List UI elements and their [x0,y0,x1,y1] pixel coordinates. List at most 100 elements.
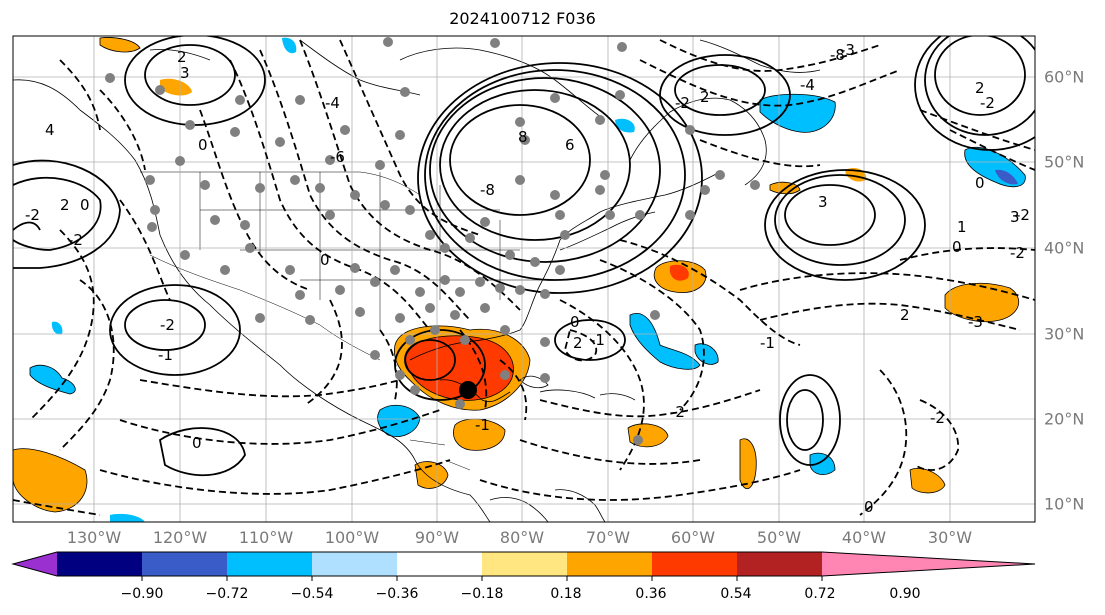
lon-label: 120°W [152,528,208,547]
shade-warm-top2 [160,78,192,96]
contour-label: 0 [975,174,985,192]
contour-label: -8 [480,181,495,199]
colorbar-label: −0.54 [290,586,334,602]
colorbar-cell [567,552,652,576]
colorbar-label: 0.90 [889,586,921,602]
colorbar-cell [737,552,822,576]
contour-label: -1 [158,346,173,364]
lat-label: 30°N [1044,324,1085,344]
shade-warm-mid [739,438,757,490]
lon-label: 60°W [670,528,716,547]
lat-label: 40°N [1044,238,1085,258]
colorbar-extend-low [13,552,57,576]
colorbar-label: 0.72 [804,586,836,602]
contour-label: 0 [192,434,202,452]
colorbar-cell [142,552,227,576]
colorbar-cell [227,552,312,576]
shade-cold-mid [809,452,836,475]
colorbar-label: −0.72 [205,586,249,602]
colorbar-cell [57,552,142,576]
shade-warm-top [99,37,141,53]
contour-label: -8 [830,46,845,64]
contour-label: -2 [930,409,945,427]
colorbar-cell [312,552,397,576]
lon-label: 100°W [324,528,380,547]
lat-label: 10°N [1044,494,1085,514]
contour-label: 8 [518,128,528,146]
contour-label: -2 [160,316,175,334]
contour-label: 0 [198,136,208,154]
shade-warm-sw [13,448,88,513]
contour-label: 0 [864,498,874,516]
contour-label: 2 [900,306,910,324]
colorbar-label: 0.54 [720,586,752,602]
lon-label: 70°W [585,528,631,547]
contour-label: 0 [570,313,580,331]
colorbar-label: 0.36 [635,586,667,602]
colorbar-label: −0.18 [460,586,504,602]
contour-label: -2 [25,206,40,224]
contour-label: -1 [475,416,490,434]
colorbar-cell [482,552,567,576]
contour-label: -1 [590,331,605,349]
colorbar-label: −0.36 [375,586,419,602]
colorbar-cell [397,552,482,576]
colorbar-ticks [141,576,823,581]
contour-label: 2 [60,196,70,214]
contour-label: 3 [818,193,828,211]
contour-label: -2 [1015,206,1030,224]
contour-label: 2 [177,48,187,66]
lat-label: 20°N [1044,409,1085,429]
contour-label: -4 [325,94,340,112]
contour-label: -2 [980,94,995,112]
shade-hot-atl [669,264,689,281]
contour-label: 4 [45,121,55,139]
shade-cold-top [282,37,297,54]
contour-label: 2 [975,79,985,97]
lon-label: 80°W [499,528,545,547]
contour-label: 0 [952,238,962,256]
lon-label: 90°W [414,528,460,547]
contour-label: 3 [180,64,190,82]
contour-label: -1 [760,334,775,352]
contour-label: -6 [330,148,345,166]
lon-label: 50°W [756,528,802,547]
shade-cold-n2 [615,118,635,133]
contour-label: -2 [670,403,685,421]
colorbar-cells [11,551,1036,577]
shade-warm-mex [414,461,449,489]
lon-label: 130°W [66,528,122,547]
shade-cold-sw [110,513,145,522]
anomaly-shading [13,37,1026,522]
shade-cold-ne-dark [995,169,1018,185]
lon-label: 30°W [927,528,973,547]
lon-label: 110°W [238,528,294,547]
political-borders [140,171,540,471]
map-frame [12,35,1036,523]
contour-label: -4 [800,76,815,94]
shade-cold-west [29,364,76,395]
contour-label: 2 [700,88,710,106]
lat-label: 50°N [1044,152,1085,172]
shade-cold-west2 [51,321,63,335]
contour-label: -3 [840,41,855,59]
contour-label: 0 [80,196,90,214]
colorbar-cell [652,552,737,576]
storm-center-marker [459,381,477,399]
contour-label: 2 [573,334,583,352]
shade-cold-gulf [377,404,421,437]
station-markers [105,37,760,445]
lat-lon-grid [13,36,1035,522]
shade-cold-atl [629,313,701,370]
contour-label: -3 [968,313,983,331]
contour-label: -2 [68,231,83,249]
contour-label: 1 [957,218,967,236]
contour-label: -2 [1010,244,1025,262]
contour-label: 0 [320,251,330,269]
contour-label: -2 [675,94,690,112]
lon-label: 40°W [841,528,887,547]
contour-label: 6 [565,136,575,154]
colorbar-label: −0.90 [120,586,164,602]
